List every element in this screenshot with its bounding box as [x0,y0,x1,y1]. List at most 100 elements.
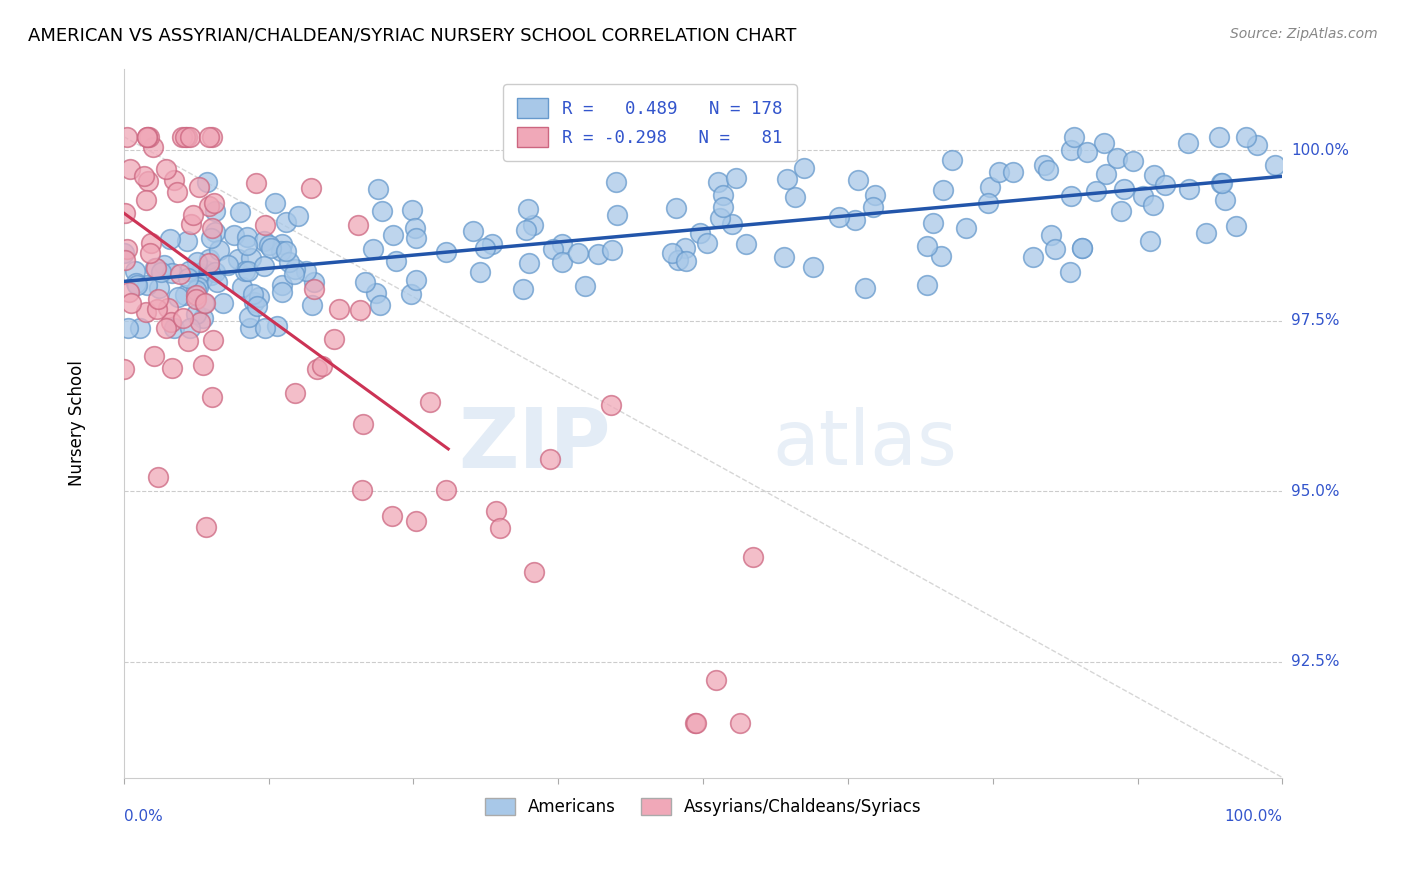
Point [1143,169,1166,183]
Point [193,295,215,310]
Point [188,180,211,194]
Point [735,236,758,251]
Point [484,504,506,518]
Point [711,200,734,214]
Point [711,188,734,202]
Point [434,483,457,497]
Point [1022,250,1045,264]
Point [367,182,389,196]
Point [136,129,159,144]
Point [1109,204,1132,219]
Point [1122,153,1144,168]
Point [605,175,627,189]
Point [243,294,266,309]
Point [143,261,166,276]
Point [523,565,546,579]
Point [1246,137,1268,152]
Point [1139,234,1161,248]
Point [226,252,249,266]
Point [271,278,294,293]
Point [295,264,318,278]
Point [382,227,405,242]
Point [172,129,194,144]
Point [198,129,221,144]
Point [988,165,1011,179]
Text: 100.0%: 100.0% [1225,809,1282,824]
Point [586,247,609,261]
Point [136,174,159,188]
Point [179,320,201,334]
Point [368,298,391,312]
Point [120,296,142,310]
Point [141,235,163,250]
Text: 0.0%: 0.0% [124,809,163,824]
Point [181,208,204,222]
Point [124,264,146,278]
Point [1071,241,1094,255]
Point [665,201,688,215]
Point [176,234,198,248]
Point [661,246,683,260]
Point [302,276,325,290]
Point [979,180,1001,194]
Point [198,199,221,213]
Point [167,290,190,304]
Point [941,153,963,167]
Point [270,244,292,258]
Point [844,213,866,227]
Point [721,217,744,231]
Point [517,202,540,216]
Point [193,358,215,372]
Point [284,262,307,277]
Point [1209,176,1232,190]
Text: Source: ZipAtlas.com: Source: ZipAtlas.com [1230,27,1378,41]
Point [208,244,231,258]
Point [405,514,427,528]
Point [600,398,623,412]
Point [242,287,264,301]
Point [163,173,186,187]
Point [188,315,211,329]
Point [160,266,183,280]
Point [287,210,309,224]
Text: ZIP: ZIP [458,404,610,485]
Point [148,281,170,295]
Point [160,315,183,329]
Point [246,299,269,313]
Point [709,211,731,225]
Point [801,260,824,274]
Point [474,241,496,255]
Point [177,271,200,285]
Point [776,172,799,186]
Point [1002,165,1025,179]
Point [229,205,252,219]
Point [1040,228,1063,243]
Point [135,193,157,207]
Point [366,285,388,300]
Point [149,265,172,279]
Point [401,287,423,301]
Point [284,386,307,401]
Point [253,259,276,273]
Point [1063,129,1085,144]
Point [146,301,169,316]
Point [1142,198,1164,212]
Point [177,334,200,348]
Point [115,129,138,144]
Point [138,129,160,144]
Point [489,520,512,534]
Point [704,673,727,687]
Point [271,285,294,299]
Point [169,268,191,282]
Point [862,200,884,214]
Text: Nursery School: Nursery School [69,360,87,486]
Point [828,210,851,224]
Point [135,129,157,144]
Point [160,361,183,376]
Point [1059,264,1081,278]
Point [118,285,141,300]
Point [371,203,394,218]
Point [538,452,561,467]
Point [136,278,159,293]
Point [405,273,427,287]
